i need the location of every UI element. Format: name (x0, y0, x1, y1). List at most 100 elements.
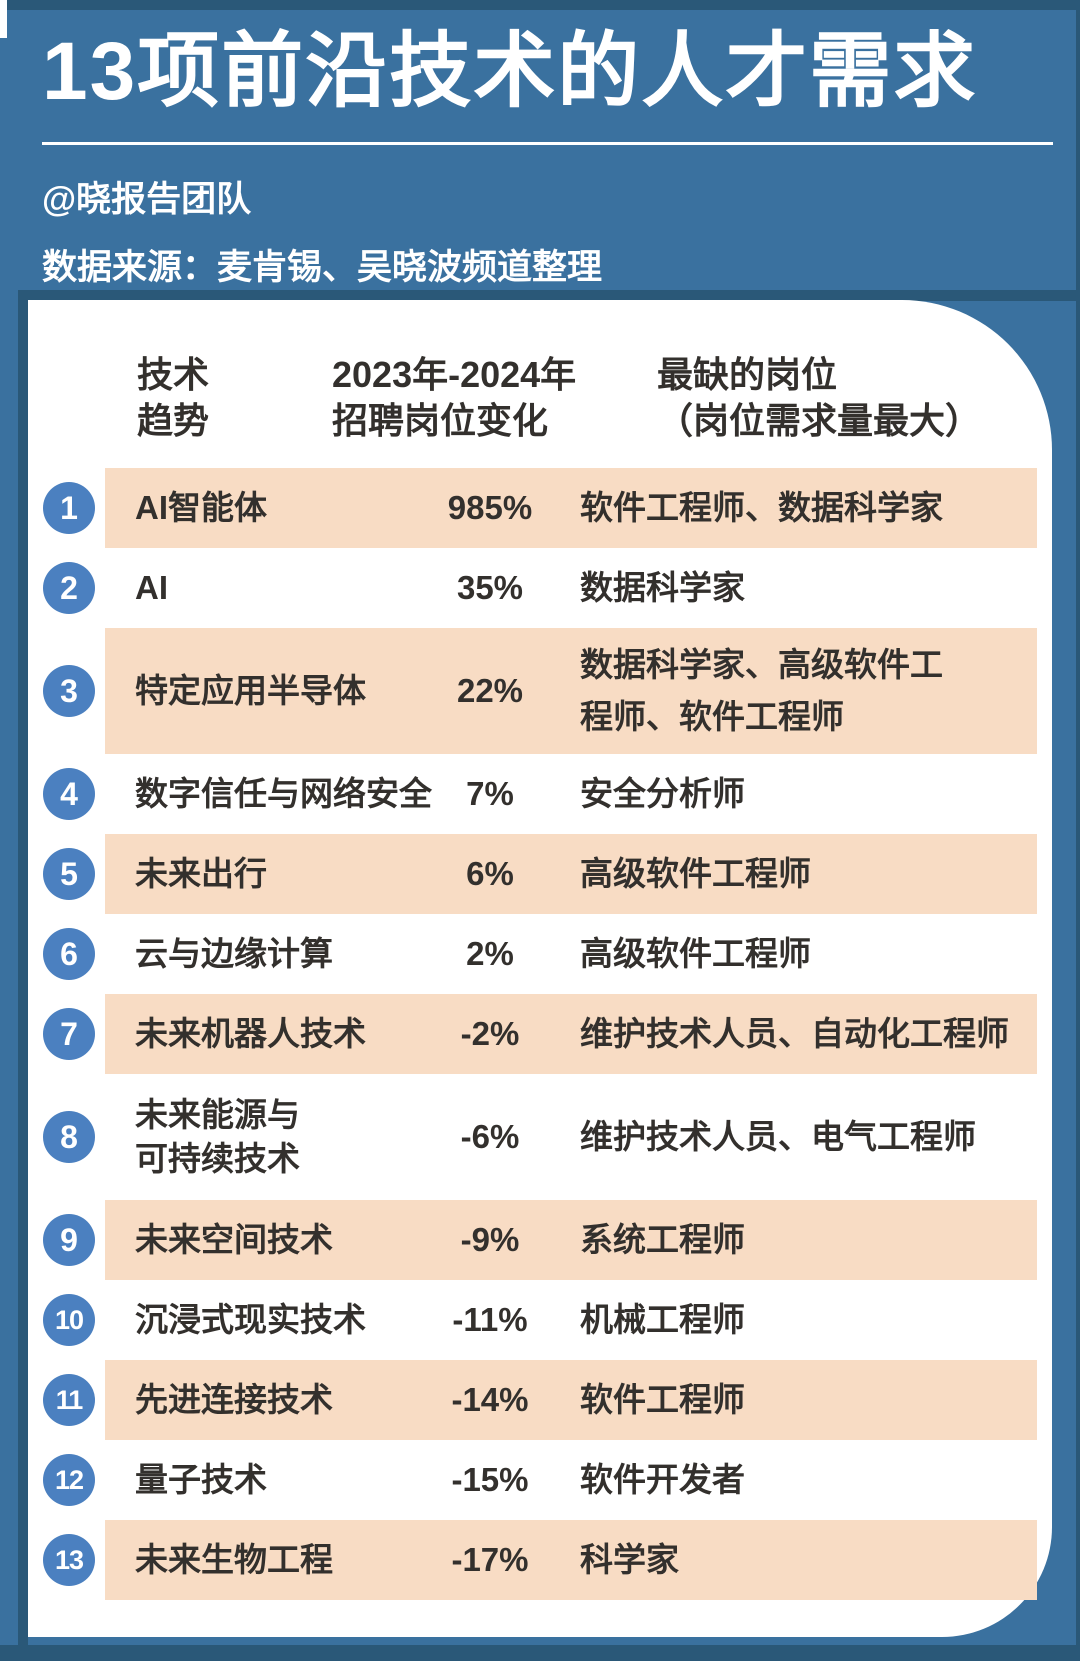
tech-name: 特定应用半导体 (135, 672, 366, 709)
tech-name: 云与边缘计算 (135, 935, 333, 972)
row-number-badge: 4 (43, 768, 95, 820)
row-number-badge: 8 (43, 1111, 95, 1163)
row-number-col: 5 (28, 848, 105, 900)
top-roles: 系统工程师 (580, 1221, 745, 1258)
row-number-badge: 9 (43, 1214, 95, 1266)
hiring-change: 7% (466, 775, 514, 812)
byline: @晓报告团队 (42, 179, 252, 219)
row-number-badge: 1 (43, 482, 95, 534)
row-band: AI 35% 数据科学家 (105, 548, 1037, 628)
table-row: 9 未来空间技术 -9% 系统工程师 (28, 1200, 1052, 1280)
hiring-change: 2% (466, 935, 514, 972)
row-number-col: 12 (28, 1454, 105, 1506)
tech-name: 未来出行 (135, 855, 267, 892)
tech-name: 数字信任与网络安全 (135, 775, 432, 812)
hiring-change: -15% (451, 1461, 529, 1498)
row-band: 云与边缘计算 2% 高级软件工程师 (105, 914, 1037, 994)
table-row: 4 数字信任与网络安全 7% 安全分析师 (28, 754, 1052, 834)
hiring-change: 22% (456, 672, 524, 709)
title-divider (42, 141, 1053, 145)
row-number-col: 8 (28, 1111, 105, 1163)
hiring-change: -2% (460, 1015, 520, 1052)
table-body: 1 AI智能体 985% 软件工程师、数据科学家 2 AI 35% 数据科学家 … (28, 468, 1052, 1600)
table-row: 7 未来机器人技术 -2% 维护技术人员、自动化工程师 (28, 994, 1052, 1074)
table-row: 2 AI 35% 数据科学家 (28, 548, 1052, 628)
row-number-col: 1 (28, 482, 105, 534)
top-roles: 维护技术人员、自动化工程师 (580, 1015, 1009, 1052)
row-band: 特定应用半导体 22% 数据科学家、高级软件工 程师、软件工程师 (105, 628, 1037, 754)
tech-name: 未来空间技术 (135, 1221, 333, 1258)
top-roles: 数据科学家 (580, 569, 745, 606)
hiring-change: -14% (451, 1381, 529, 1418)
table-row: 3 特定应用半导体 22% 数据科学家、高级软件工 程师、软件工程师 (28, 628, 1052, 754)
row-number-badge: 3 (43, 665, 95, 717)
row-number-badge: 6 (43, 928, 95, 980)
table-row: 1 AI智能体 985% 软件工程师、数据科学家 (28, 468, 1052, 548)
table-row: 5 未来出行 6% 高级软件工程师 (28, 834, 1052, 914)
row-band: 数字信任与网络安全 7% 安全分析师 (105, 754, 1037, 834)
tech-name: 未来机器人技术 (135, 1015, 366, 1052)
data-table-card: 技术 趋势 2023年-2024年 招聘岗位变化 最缺的岗位 （岗位需求量最大）… (28, 300, 1052, 1637)
page-title: 13项前沿技术的人才需求 (42, 26, 978, 117)
top-roles: 高级软件工程师 (580, 935, 811, 972)
tech-name: AI (135, 569, 168, 606)
frame-top-edge (0, 0, 1080, 10)
card-outline-top (18, 290, 1080, 301)
row-number-badge: 12 (43, 1454, 95, 1506)
row-number-col: 4 (28, 768, 105, 820)
tech-name: 未来能源与 可持续技术 (135, 1096, 300, 1177)
table-row: 13 未来生物工程 -17% 科学家 (28, 1520, 1052, 1600)
tech-name: 沉浸式现实技术 (135, 1301, 366, 1338)
hiring-change: -9% (460, 1221, 520, 1258)
card-outline-left (18, 290, 28, 1661)
row-number-badge: 11 (43, 1374, 95, 1426)
hiring-change: 6% (466, 855, 514, 892)
top-roles: 软件开发者 (580, 1461, 745, 1498)
row-number-col: 9 (28, 1214, 105, 1266)
top-roles: 软件工程师、数据科学家 (580, 489, 943, 526)
table-row: 8 未来能源与 可持续技术 -6% 维护技术人员、电气工程师 (28, 1074, 1052, 1200)
hiring-change: -11% (452, 1301, 528, 1338)
hiring-change: -6% (460, 1118, 520, 1155)
row-band: 未来能源与 可持续技术 -6% 维护技术人员、电气工程师 (105, 1074, 1037, 1200)
hiring-change: 35% (456, 569, 524, 606)
top-roles: 高级软件工程师 (580, 855, 811, 892)
row-number-col: 11 (28, 1374, 105, 1426)
table-row: 10 沉浸式现实技术 -11% 机械工程师 (28, 1280, 1052, 1360)
row-band: 未来出行 6% 高级软件工程师 (105, 834, 1037, 914)
row-band: 沉浸式现实技术 -11% 机械工程师 (105, 1280, 1037, 1360)
table-row: 12 量子技术 -15% 软件开发者 (28, 1440, 1052, 1520)
row-number-col: 7 (28, 1008, 105, 1060)
row-number-badge: 13 (43, 1534, 95, 1586)
row-band: 未来生物工程 -17% 科学家 (105, 1520, 1037, 1600)
row-number-col: 2 (28, 562, 105, 614)
row-band: 未来机器人技术 -2% 维护技术人员、自动化工程师 (105, 994, 1037, 1074)
edge-artifact-sliver (0, 0, 7, 38)
row-band: 先进连接技术 -14% 软件工程师 (105, 1360, 1037, 1440)
tech-name: 未来生物工程 (135, 1541, 333, 1578)
row-number-badge: 2 (43, 562, 95, 614)
hiring-change: 985% (447, 489, 533, 526)
table-row: 6 云与边缘计算 2% 高级软件工程师 (28, 914, 1052, 994)
frame-bottom-edge (0, 1645, 1080, 1661)
row-number-badge: 5 (43, 848, 95, 900)
data-source: 数据来源：麦肯锡、吴晓波频道整理 (42, 247, 603, 287)
row-band: 量子技术 -15% 软件开发者 (105, 1440, 1037, 1520)
table-row: 11 先进连接技术 -14% 软件工程师 (28, 1360, 1052, 1440)
column-header-change: 2023年-2024年 招聘岗位变化 (332, 354, 577, 441)
top-roles: 安全分析师 (580, 775, 745, 812)
row-number-col: 10 (28, 1294, 105, 1346)
masthead: 13项前沿技术的人才需求 @晓报告团队 数据来源：麦肯锡、吴晓波频道整理 (42, 26, 1053, 290)
top-roles: 软件工程师 (580, 1381, 745, 1418)
top-roles: 数据科学家、高级软件工 程师、软件工程师 (580, 646, 943, 735)
row-number-badge: 10 (43, 1294, 95, 1346)
column-header-tech: 技术 趋势 (137, 354, 210, 441)
row-number-col: 6 (28, 928, 105, 980)
tech-name: 先进连接技术 (135, 1381, 333, 1418)
row-number-col: 3 (28, 665, 105, 717)
row-number-badge: 7 (43, 1008, 95, 1060)
top-roles: 科学家 (580, 1541, 679, 1578)
row-number-col: 13 (28, 1534, 105, 1586)
tech-name: AI智能体 (135, 489, 267, 526)
frame-right-edge (1076, 0, 1080, 1661)
